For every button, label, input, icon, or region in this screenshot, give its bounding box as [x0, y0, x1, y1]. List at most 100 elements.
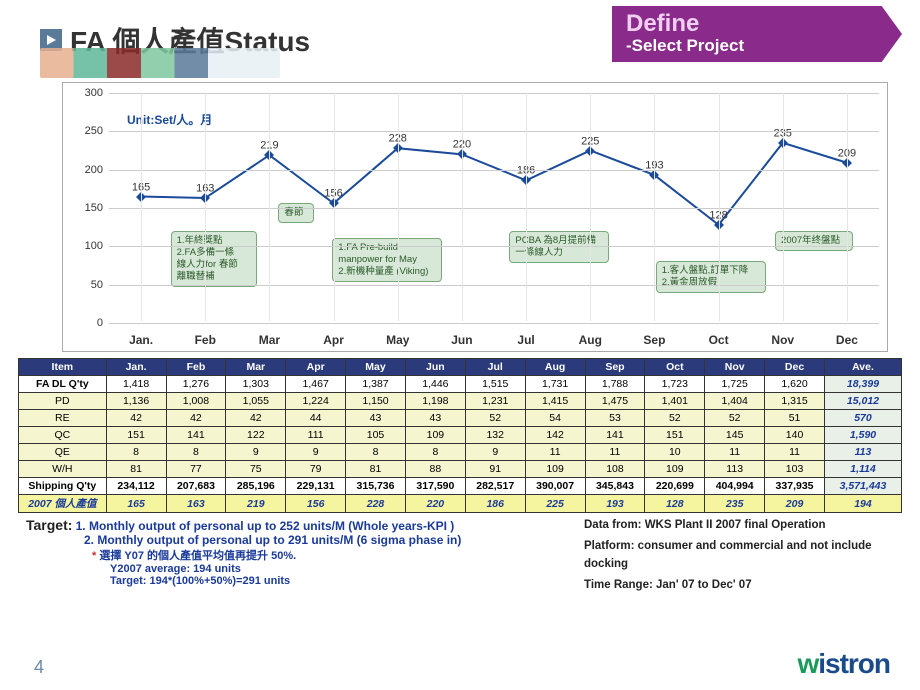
- cell: 9: [465, 444, 525, 461]
- cell: 79: [286, 461, 346, 478]
- cell: 1,404: [705, 393, 765, 410]
- cell: 91: [465, 461, 525, 478]
- cell: 88: [405, 461, 465, 478]
- cell: 207,683: [166, 478, 226, 495]
- cell: 128: [645, 495, 705, 513]
- target-2: 2. Monthly output of personal up to 291 …: [84, 533, 461, 547]
- ave-cell: 570: [824, 410, 901, 427]
- cell: 43: [346, 410, 406, 427]
- cell: 209: [765, 495, 825, 513]
- unit-label: Unit:Set/人。月: [127, 111, 212, 128]
- cell: 109: [405, 427, 465, 444]
- banner-sub: -Select Project: [626, 36, 888, 56]
- wistron-logo: wistron: [797, 648, 890, 680]
- ave-cell: 194: [824, 495, 901, 513]
- sub1: 選擇 Y07 的個人產值平均值再提升 50%.: [99, 550, 296, 562]
- cell: 315,736: [346, 478, 406, 495]
- cell: 337,935: [765, 478, 825, 495]
- x-tick: Nov: [771, 333, 794, 347]
- cell: 81: [106, 461, 166, 478]
- cell: 42: [166, 410, 226, 427]
- col-header: Dec: [765, 359, 825, 376]
- ave-cell: 113: [824, 444, 901, 461]
- x-tick: Jul: [517, 333, 534, 347]
- cell: 229,131: [286, 478, 346, 495]
- cell: 11: [585, 444, 645, 461]
- cell: 77: [166, 461, 226, 478]
- cell: 186: [465, 495, 525, 513]
- cell: 142: [525, 427, 585, 444]
- cell: 404,994: [705, 478, 765, 495]
- line-chart: 165163219156228220186225193128235209Unit…: [62, 82, 888, 352]
- decorative-strip: [40, 48, 280, 78]
- col-header: Jul: [465, 359, 525, 376]
- cell: 1,198: [405, 393, 465, 410]
- y-tick: 0: [63, 317, 103, 329]
- cell: 51: [765, 410, 825, 427]
- cell: 235: [705, 495, 765, 513]
- cell: 105: [346, 427, 406, 444]
- cell: 108: [585, 461, 645, 478]
- x-tick: Oct: [709, 333, 729, 347]
- row-header: RE: [19, 410, 107, 427]
- x-tick: Jun: [451, 333, 472, 347]
- cell: 52: [465, 410, 525, 427]
- cell: 1,276: [166, 376, 226, 393]
- col-header: Sep: [585, 359, 645, 376]
- cell: 42: [226, 410, 286, 427]
- x-tick: Aug: [579, 333, 602, 347]
- cell: 1,231: [465, 393, 525, 410]
- cell: 228: [346, 495, 406, 513]
- cell: 140: [765, 427, 825, 444]
- row-header: PD: [19, 393, 107, 410]
- cell: 193: [585, 495, 645, 513]
- cell: 9: [226, 444, 286, 461]
- cell: 122: [226, 427, 286, 444]
- cell: 1,224: [286, 393, 346, 410]
- y-tick: 250: [63, 125, 103, 137]
- col-header: Item: [19, 359, 107, 376]
- col-header: Apr: [286, 359, 346, 376]
- cell: 219: [226, 495, 286, 513]
- cell: 1,725: [705, 376, 765, 393]
- cell: 1,620: [765, 376, 825, 393]
- cell: 1,303: [226, 376, 286, 393]
- chart-callout: 2007年终盤點: [775, 231, 853, 251]
- row-header: W/H: [19, 461, 107, 478]
- ave-cell: 1,590: [824, 427, 901, 444]
- cell: 165: [106, 495, 166, 513]
- x-tick: Sep: [643, 333, 665, 347]
- data-from: Data from: WKS Plant II 2007 final Opera…: [584, 517, 894, 534]
- cell: 11: [525, 444, 585, 461]
- cell: 141: [166, 427, 226, 444]
- banner-top: Define: [626, 10, 888, 38]
- cell: 44: [286, 410, 346, 427]
- ave-cell: 18,399: [824, 376, 901, 393]
- cell: 43: [405, 410, 465, 427]
- row-header: FA DL Q'ty: [19, 376, 107, 393]
- cell: 81: [346, 461, 406, 478]
- row-header: 2007 個人產值: [19, 495, 107, 513]
- cell: 111: [286, 427, 346, 444]
- cell: 1,788: [585, 376, 645, 393]
- cell: 109: [645, 461, 705, 478]
- ave-cell: 1,114: [824, 461, 901, 478]
- chart-callout: 1.FA Pre-buildmanpower for May2.新機种量產 (V…: [332, 238, 442, 282]
- row-header: QE: [19, 444, 107, 461]
- cell: 1,401: [645, 393, 705, 410]
- cell: 11: [765, 444, 825, 461]
- y-tick: 150: [63, 202, 103, 214]
- cell: 1,515: [465, 376, 525, 393]
- cell: 10: [645, 444, 705, 461]
- cell: 234,112: [106, 478, 166, 495]
- sub2: Y2007 average: 194 units: [110, 563, 556, 575]
- cell: 113: [705, 461, 765, 478]
- cell: 225: [525, 495, 585, 513]
- x-tick: Feb: [195, 333, 216, 347]
- cell: 103: [765, 461, 825, 478]
- col-header: Nov: [705, 359, 765, 376]
- col-header: May: [346, 359, 406, 376]
- cell: 345,843: [585, 478, 645, 495]
- cell: 156: [286, 495, 346, 513]
- cell: 151: [645, 427, 705, 444]
